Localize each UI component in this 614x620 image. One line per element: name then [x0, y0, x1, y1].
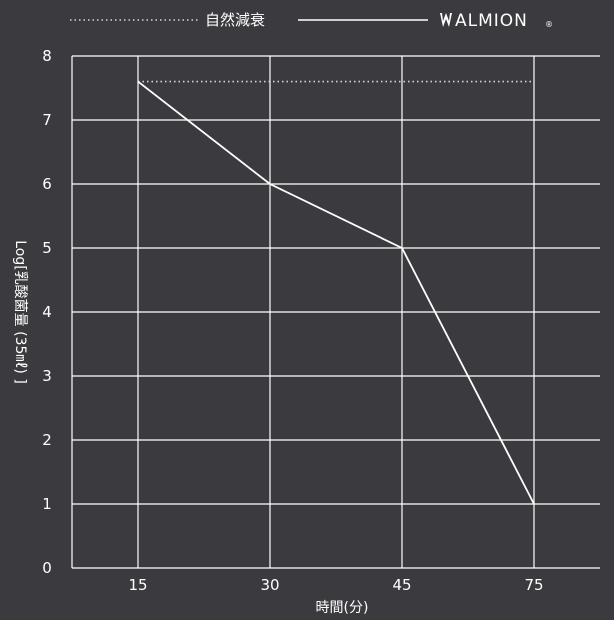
legend-label-natural-decay: 自然減衰: [205, 11, 265, 29]
y-axis-title: Log[乳酸菌量 (35㎖) ]: [12, 240, 28, 384]
x-tick-label: 30: [260, 576, 279, 594]
y-tick-label: 7: [42, 111, 52, 129]
y-axis-ticks: 0 1 2 3 4 5 6 7 8: [42, 47, 52, 577]
y-tick-label: 3: [42, 367, 52, 385]
x-tick-label: 15: [128, 576, 147, 594]
x-axis-ticks: 15 30 45 75: [128, 576, 543, 594]
registered-mark: ®: [545, 20, 553, 29]
y-tick-label: 6: [42, 175, 52, 193]
y-tick-label: 5: [42, 239, 52, 257]
x-tick-label: 45: [392, 576, 411, 594]
y-tick-label: 0: [42, 559, 52, 577]
y-tick-label: 2: [42, 431, 52, 449]
almion-logo-icon: [440, 13, 452, 27]
y-tick-label: 1: [42, 495, 52, 513]
x-axis-title: 時間(分): [316, 600, 369, 616]
legend-label-almion: ALMION: [455, 11, 528, 31]
series-group: [137, 80, 535, 505]
x-tick-label: 75: [524, 576, 543, 594]
series-line-almion: [137, 80, 535, 505]
legend: 自然減衰 ALMION ®: [70, 11, 553, 31]
y-tick-label: 4: [42, 303, 52, 321]
y-tick-label: 8: [42, 47, 52, 65]
grid: [71, 55, 600, 569]
